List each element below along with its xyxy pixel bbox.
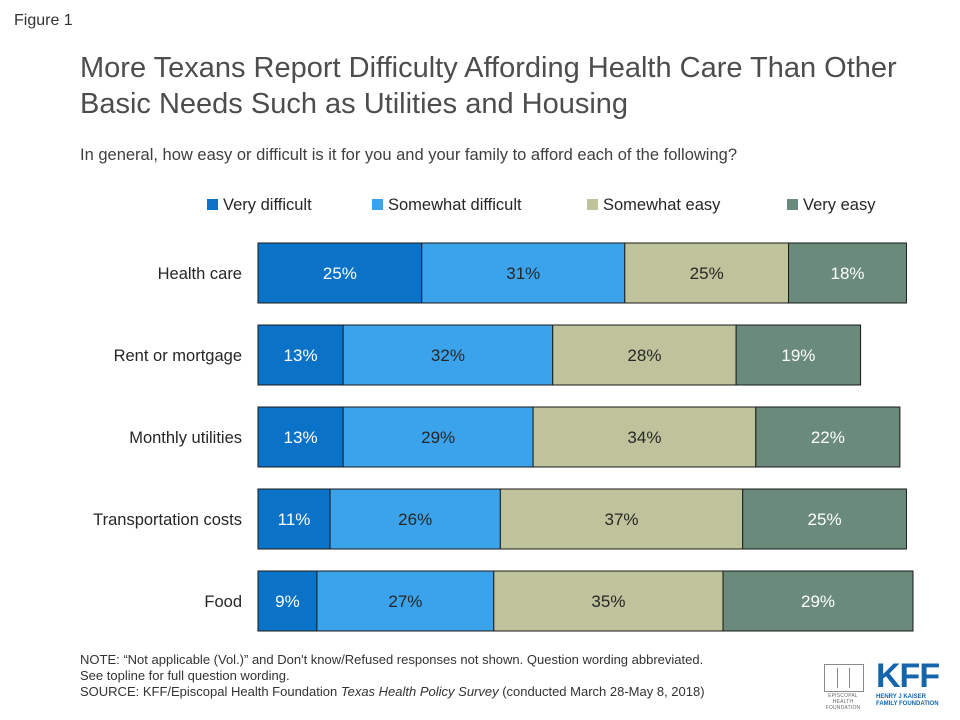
category-label: Health care — [158, 265, 242, 283]
bar-segment-very-difficult — [257, 488, 331, 550]
data-label-very-difficult: 11% — [278, 510, 311, 529]
bar-segment-very-easy — [735, 324, 862, 386]
data-label-somewhat-easy: 34% — [627, 428, 661, 447]
bar-segment-very-difficult — [257, 242, 423, 304]
legend-label-very-easy: Very easy — [803, 196, 876, 214]
bar-row-rent-or-mortgage: Rent or mortgage 13% 32% 28% 19% — [114, 324, 862, 386]
data-label-very-easy: 19% — [781, 346, 815, 365]
chart-subtitle: In general, how easy or difficult is it … — [80, 146, 738, 164]
data-label-very-easy: 25% — [808, 510, 842, 529]
episcopal-health-foundation-logo: EPISCOPAL HEALTH FOUNDATION — [818, 664, 868, 711]
data-label-somewhat-difficult: 29% — [421, 428, 455, 447]
legend-label-very-difficult: Very difficult — [223, 196, 312, 214]
source-suffix: (conducted March 28-May 8, 2018) — [498, 684, 705, 699]
bar-segment-somewhat-easy — [624, 242, 790, 304]
logos: EPISCOPAL HEALTH FOUNDATION KFF HENRY J … — [818, 657, 948, 712]
bar-segment-somewhat-difficult — [342, 324, 554, 386]
bar-segment-somewhat-easy — [499, 488, 744, 550]
data-label-somewhat-difficult: 32% — [431, 346, 465, 365]
source-line: SOURCE: KFF/Episcopal Health Foundation … — [80, 684, 800, 700]
stacked-bar-chart: Very difficult Somewhat difficult Somewhat… — [93, 196, 914, 632]
bar-segment-somewhat-difficult — [421, 242, 626, 304]
legend-item-very-difficult: Very difficult — [207, 196, 312, 214]
data-label-very-difficult: 25% — [323, 264, 357, 283]
data-label-somewhat-easy: 37% — [605, 510, 639, 529]
category-label: Rent or mortgage — [114, 347, 242, 365]
data-label-somewhat-easy: 25% — [690, 264, 724, 283]
data-label-somewhat-difficult: 31% — [506, 264, 540, 283]
chart-title: More Texans Report Difficulty Affording … — [80, 52, 897, 120]
data-label-somewhat-easy: 28% — [627, 346, 661, 365]
bar-segment-very-easy — [742, 488, 907, 550]
source-survey-name: Texas Health Policy Survey — [340, 684, 499, 699]
bar-segment-somewhat-difficult — [316, 570, 495, 632]
data-label-very-easy: 29% — [801, 592, 835, 611]
legend-swatch-very-difficult — [207, 199, 218, 210]
legend-item-somewhat-easy: Somewhat easy — [587, 196, 721, 214]
legend-item-somewhat-difficult: Somewhat difficult — [372, 196, 522, 214]
kff-logo-text: HENRY J KAISER FAMILY FOUNDATION — [876, 694, 939, 707]
legend-label-somewhat-easy: Somewhat easy — [603, 196, 721, 214]
bar-segment-very-difficult — [257, 324, 344, 386]
bar-row-food: Food 9% 27% 35% 29% — [204, 570, 914, 632]
notes: NOTE: “Not applicable (Vol.)” and Don't … — [80, 652, 800, 700]
bar-segment-somewhat-easy — [552, 324, 737, 386]
ehf-logo-text: EPISCOPAL HEALTH FOUNDATION — [825, 693, 861, 711]
bar-segment-very-easy — [722, 570, 914, 632]
ehf-mark-icon — [824, 664, 864, 692]
legend-label-somewhat-difficult: Somewhat difficult — [388, 196, 522, 214]
category-label: Transportation costs — [93, 511, 242, 529]
bar-segment-somewhat-difficult — [342, 406, 534, 468]
data-label-somewhat-difficult: 26% — [398, 510, 432, 529]
data-label-very-easy: 22% — [811, 428, 845, 447]
note-line-2: See topline for full question wording. — [80, 668, 290, 683]
legend-swatch-somewhat-difficult — [372, 199, 383, 210]
bar-segment-very-difficult — [257, 406, 344, 468]
data-label-very-difficult: 9% — [275, 592, 300, 611]
bar-segment-very-easy — [755, 406, 901, 468]
legend-swatch-very-easy — [787, 199, 798, 210]
data-label-very-easy: 18% — [830, 264, 864, 283]
category-label: Monthly utilities — [129, 429, 242, 447]
bar-segment-very-difficult — [257, 570, 318, 632]
data-label-somewhat-easy: 35% — [591, 592, 625, 611]
data-label-very-difficult: 13% — [284, 346, 318, 365]
note-line-1: NOTE: “Not applicable (Vol.)” and Don't … — [80, 652, 704, 667]
category-label: Food — [204, 593, 242, 611]
bar-segment-somewhat-easy — [493, 570, 724, 632]
figure-label: Figure 1 — [14, 12, 73, 29]
bar-row-monthly-utilities: Monthly utilities 13% 29% 34% 22% — [129, 406, 901, 468]
data-label-very-difficult: 13% — [284, 428, 318, 447]
source-prefix: SOURCE: KFF/Episcopal Health Foundation — [80, 684, 341, 699]
bar-segment-very-easy — [788, 242, 907, 304]
kff-logo-mark: KFF — [876, 657, 940, 695]
kff-logo: KFF HENRY J KAISER FAMILY FOUNDATION — [876, 657, 948, 712]
data-label-somewhat-difficult: 27% — [388, 592, 422, 611]
bar-row-health-care: Health care 25% 31% 25% 18% — [158, 242, 907, 304]
bar-segment-somewhat-difficult — [329, 488, 501, 550]
bar-row-transportation-costs: Transportation costs 11% 26% 37% 25% — [93, 488, 907, 550]
legend-swatch-somewhat-easy — [587, 199, 598, 210]
legend-item-very-easy: Very easy — [787, 196, 876, 214]
